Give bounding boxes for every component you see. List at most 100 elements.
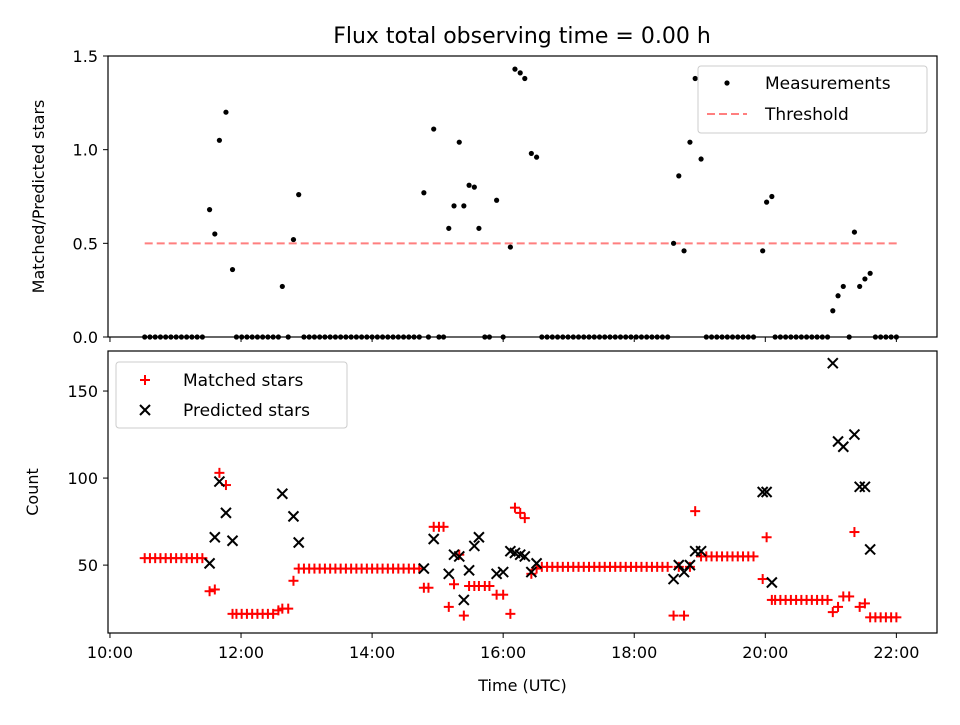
predicted-star-marker xyxy=(418,562,430,575)
matched-star-marker xyxy=(509,502,520,513)
matched-star-marker xyxy=(822,594,833,605)
predicted-marker-b xyxy=(760,486,773,498)
matched-star-marker xyxy=(662,561,673,572)
measurement-point xyxy=(687,139,693,145)
predicted-marker-b xyxy=(418,562,430,575)
predicted-star-marker xyxy=(519,550,531,563)
measurement-point xyxy=(692,75,698,82)
measurement-point xyxy=(421,190,427,196)
predicted-marker-b xyxy=(453,550,465,563)
matched-star-marker xyxy=(827,607,838,618)
measurement-point xyxy=(431,126,437,132)
y-tick-label: 50 xyxy=(78,556,98,575)
matched-star-marker xyxy=(757,574,768,585)
predicted-star-marker xyxy=(667,573,680,585)
measurement-point xyxy=(456,139,462,145)
predicted-marker-b xyxy=(514,548,526,561)
predicted-marker-b xyxy=(756,486,769,498)
measurement-point xyxy=(840,283,846,290)
measurement-point xyxy=(216,137,223,143)
y-tick-label: 100 xyxy=(67,469,98,488)
predicted-marker-b xyxy=(448,548,460,561)
x-tick-label: 22:00 xyxy=(873,643,919,662)
predicted-marker-b xyxy=(213,475,226,488)
measurement-point xyxy=(471,184,477,190)
legend-box xyxy=(697,65,928,134)
predicted-marker-b xyxy=(443,568,455,580)
legend: Matched stars Predicted stars xyxy=(115,361,348,429)
predicted-marker-b xyxy=(276,488,289,500)
predicted-star-marker xyxy=(853,481,866,493)
predicted-star-marker xyxy=(213,475,226,488)
y-tick-label: 1.5 xyxy=(73,47,98,66)
measurement-point xyxy=(851,229,858,235)
predicted-star-marker xyxy=(530,557,543,570)
measurement-point xyxy=(681,248,687,254)
matched-star-marker xyxy=(268,608,279,619)
matched-star-marker xyxy=(288,575,299,586)
predicted-star-marker xyxy=(292,536,305,549)
predicted-marker-b xyxy=(490,568,503,580)
measurement-point xyxy=(229,266,236,273)
predicted-star-marker xyxy=(848,428,861,441)
y-tick-label: 1.0 xyxy=(73,141,98,160)
predicted-star-marker xyxy=(827,357,839,369)
measurement-point xyxy=(857,283,863,290)
predicted-star-marker xyxy=(463,564,475,577)
predicted-marker-b xyxy=(226,535,239,547)
predicted-marker-b xyxy=(673,559,685,571)
chart-title: Flux total observing time = 0.00 h xyxy=(333,24,711,49)
predicted-marker-b xyxy=(509,547,521,559)
matched-star-marker xyxy=(859,598,870,609)
measurement-point xyxy=(670,240,677,246)
predicted-marker-b xyxy=(859,481,871,493)
matched-star-marker xyxy=(283,603,294,614)
y-axis-label: Matched/Predicted stars xyxy=(29,100,48,294)
predicted-star-marker xyxy=(760,486,773,498)
predicted-star-marker xyxy=(287,510,300,523)
matched-star-marker xyxy=(204,586,215,597)
predicted-star-marker xyxy=(673,559,685,571)
matched-star-marker xyxy=(454,549,465,560)
predicted-marker-b xyxy=(530,557,543,570)
predicted-marker-b xyxy=(864,543,876,556)
measurement-point xyxy=(290,236,297,243)
measurement-point xyxy=(466,182,472,188)
y-tick-label: 150 xyxy=(67,382,98,401)
legend-marker-predicted-b xyxy=(139,404,151,416)
measurement-point xyxy=(862,276,868,282)
matched-star-marker xyxy=(833,601,844,612)
predicted-star-marker xyxy=(695,545,707,557)
top-panel: 0.0 0.5 1.0 1.5 Matched/Predicted stars Measu… xyxy=(29,47,938,347)
matched-star-marker xyxy=(891,612,902,623)
predicted-star-marker xyxy=(837,441,849,453)
measurement-point xyxy=(296,192,302,198)
predicted-star-marker xyxy=(684,559,696,571)
x-axis-label: Time (UTC) xyxy=(477,676,566,695)
predicted-star-marker xyxy=(766,576,778,589)
matched-star-marker xyxy=(849,527,860,538)
measurement-point xyxy=(446,225,452,231)
measurement-point xyxy=(212,231,218,237)
y-tick-label: 0.5 xyxy=(73,234,98,253)
predicted-star-marker xyxy=(490,568,503,580)
measurement-point xyxy=(206,207,213,213)
predicted-star-marker xyxy=(226,535,239,547)
matched-star-marker xyxy=(214,467,225,478)
predicted-star-marker xyxy=(203,557,216,570)
predicted-marker-b xyxy=(827,357,839,369)
y-axis-label: Count xyxy=(23,468,42,516)
measurement-point xyxy=(769,193,775,200)
predicted-marker-b xyxy=(684,559,696,571)
measurement-point xyxy=(764,199,770,205)
measurement-point xyxy=(533,154,540,160)
matched-star-marker xyxy=(458,610,469,621)
predicted-marker-b xyxy=(695,545,707,557)
predicted-marker-b xyxy=(292,536,305,549)
predicted-star-marker xyxy=(458,594,470,606)
x-tick-label: 10:00 xyxy=(87,643,133,662)
measurement-point xyxy=(760,248,766,254)
predicted-marker-b xyxy=(525,566,538,578)
matched-star-marker xyxy=(844,591,855,602)
